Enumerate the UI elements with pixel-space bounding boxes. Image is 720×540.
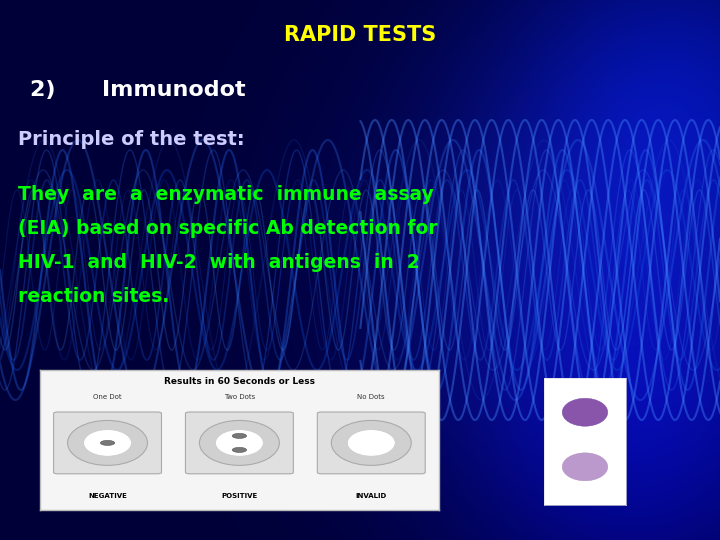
Ellipse shape <box>347 430 395 456</box>
FancyBboxPatch shape <box>186 412 293 474</box>
Text: Results in 60 Seconds or Less: Results in 60 Seconds or Less <box>164 376 315 386</box>
Ellipse shape <box>215 430 264 456</box>
Text: One Dot: One Dot <box>93 394 122 400</box>
Text: (EIA) based on specific Ab detection for: (EIA) based on specific Ab detection for <box>18 219 438 238</box>
Text: Two Dots: Two Dots <box>224 394 255 400</box>
FancyBboxPatch shape <box>318 412 426 474</box>
Text: 2)      Immunodot: 2) Immunodot <box>30 80 246 100</box>
Text: NEGATIVE: NEGATIVE <box>88 493 127 500</box>
Text: They  are  a  enzymatic  immune  assay: They are a enzymatic immune assay <box>18 185 433 204</box>
Text: No Dots: No Dots <box>357 394 385 400</box>
Ellipse shape <box>331 421 411 465</box>
Ellipse shape <box>68 421 148 465</box>
Text: RAPID TESTS: RAPID TESTS <box>284 25 436 45</box>
Circle shape <box>233 434 246 438</box>
Circle shape <box>233 448 246 453</box>
Ellipse shape <box>562 399 608 426</box>
Text: INVALID: INVALID <box>356 493 387 500</box>
Ellipse shape <box>199 421 279 465</box>
Text: POSITIVE: POSITIVE <box>221 493 258 500</box>
Text: HIV-1  and  HIV-2  with  antigens  in  2: HIV-1 and HIV-2 with antigens in 2 <box>18 253 420 272</box>
Ellipse shape <box>562 453 608 481</box>
Circle shape <box>100 441 114 446</box>
FancyBboxPatch shape <box>53 412 161 474</box>
Ellipse shape <box>84 430 132 456</box>
Text: Principle of the test:: Principle of the test: <box>18 130 245 149</box>
Text: reaction sites.: reaction sites. <box>18 287 169 306</box>
